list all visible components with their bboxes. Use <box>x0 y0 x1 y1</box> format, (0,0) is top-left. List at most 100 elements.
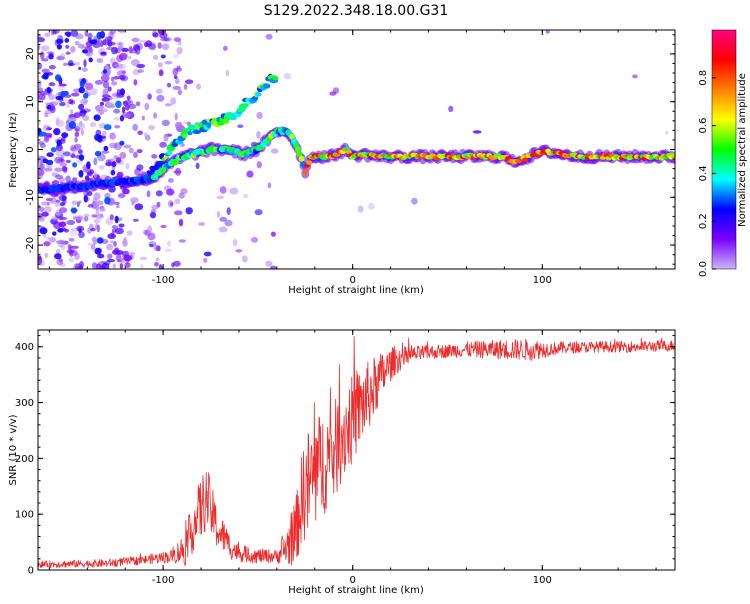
noise-speck <box>38 93 46 101</box>
noise-speck <box>102 88 109 97</box>
noise-speck <box>80 128 84 136</box>
noise-speck <box>172 85 181 90</box>
spectrogram-y-tick-label: 0 <box>25 146 36 152</box>
noise-speck <box>65 51 71 55</box>
noise-speck <box>59 102 66 107</box>
spectrogram-y-axis-label: Frequency (Hz) <box>8 112 19 188</box>
noise-speck <box>184 79 194 84</box>
noise-speck <box>55 199 60 203</box>
noise-speck <box>99 208 107 212</box>
noise-speck <box>52 30 57 35</box>
noise-blob <box>119 88 126 96</box>
noise-speck <box>82 67 88 72</box>
noise-speck <box>156 94 165 102</box>
noise-speck <box>69 230 78 237</box>
noise-blob <box>47 105 52 110</box>
noise-speck <box>70 92 80 97</box>
noise-speck <box>117 75 126 80</box>
upper-branch-mark <box>182 133 188 139</box>
noise-speck <box>70 45 76 53</box>
noise-speck <box>136 149 143 154</box>
noise-blob <box>96 237 104 244</box>
noise-speck <box>632 74 638 79</box>
noise-speck <box>411 197 418 205</box>
noise-speck <box>76 225 85 232</box>
noise-speck <box>38 204 42 212</box>
noise-speck <box>178 239 186 243</box>
noise-speck <box>55 160 62 164</box>
noise-speck <box>69 249 74 257</box>
noise-speck <box>664 130 669 135</box>
noise-speck <box>78 231 85 239</box>
noise-speck <box>105 101 115 106</box>
noise-speck <box>223 45 228 51</box>
noise-speck <box>128 103 137 110</box>
noise-speck <box>83 216 89 222</box>
noise-speck <box>270 148 279 154</box>
noise-speck <box>54 167 63 172</box>
noise-blob <box>56 139 62 146</box>
noise-speck <box>122 188 130 195</box>
noise-speck <box>133 151 138 159</box>
noise-blob <box>66 32 71 38</box>
noise-blob <box>119 140 125 146</box>
noise-speck <box>39 51 45 60</box>
noise-speck <box>109 30 117 35</box>
noise-speck <box>137 69 144 73</box>
noise-speck <box>68 237 75 242</box>
noise-speck <box>108 31 114 38</box>
noise-speck <box>159 32 168 39</box>
noise-speck <box>267 182 272 189</box>
noise-speck <box>129 251 136 256</box>
noise-speck <box>128 147 134 154</box>
noise-speck <box>102 130 107 138</box>
noise-speck <box>137 130 143 136</box>
upper-branch-mark <box>263 83 271 89</box>
noise-blob <box>89 39 97 45</box>
noise-speck <box>203 257 208 263</box>
noise-speck <box>83 59 87 68</box>
noise-speck <box>91 214 98 218</box>
noise-speck <box>86 191 93 196</box>
noise-speck <box>44 32 51 37</box>
spectrogram-x-tick-label: 0 <box>350 275 356 286</box>
noise-speck <box>125 162 130 170</box>
noise-speck <box>96 58 104 63</box>
noise-blob <box>72 162 78 168</box>
upper-branch-mark <box>206 121 212 128</box>
noise-speck <box>67 117 71 122</box>
noise-speck <box>94 200 104 206</box>
noise-speck <box>65 120 70 125</box>
noise-speck <box>216 210 221 219</box>
noise-speck <box>128 46 133 54</box>
noise-speck <box>113 201 120 205</box>
noise-speck <box>118 52 128 61</box>
noise-speck <box>65 44 70 49</box>
noise-speck <box>55 119 65 128</box>
noise-speck <box>41 68 50 74</box>
noise-speck <box>98 109 105 115</box>
snr-y-tick-label: 0 <box>28 566 34 577</box>
noise-blob <box>82 49 89 54</box>
noise-speck <box>74 131 80 138</box>
noise-speck <box>49 101 59 107</box>
noise-speck <box>79 260 84 269</box>
noise-speck <box>78 103 85 111</box>
noise-speck <box>90 227 96 232</box>
noise-speck <box>219 216 227 222</box>
noise-speck <box>216 195 224 200</box>
noise-speck <box>173 170 182 174</box>
spectrogram-x-tick-label: -100 <box>152 275 175 286</box>
noise-speck <box>173 75 178 79</box>
noise-speck <box>89 169 95 175</box>
noise-speck <box>226 207 231 216</box>
noise-speck <box>118 223 125 228</box>
noise-speck <box>38 87 44 93</box>
noise-blob <box>57 228 64 233</box>
noise-speck <box>148 43 156 50</box>
trace-core <box>298 155 305 162</box>
noise-speck <box>46 237 56 244</box>
noise-speck <box>163 133 169 142</box>
noise-speck <box>367 202 375 210</box>
